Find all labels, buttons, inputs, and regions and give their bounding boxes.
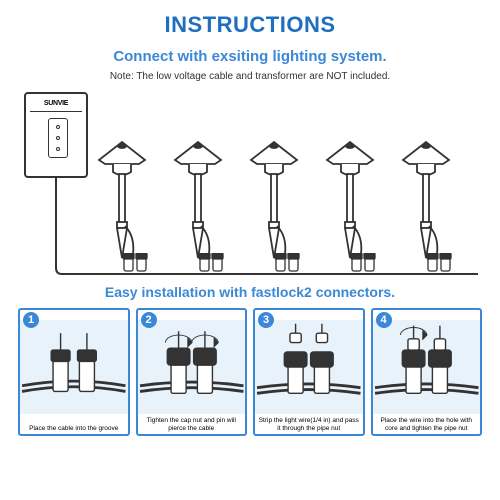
path-light-icon [95, 136, 149, 266]
step-4: 4 [371, 308, 483, 436]
step-1: 1 Place the cable into the groo [18, 308, 130, 436]
steps-row: 1 Place the cable into the groo [18, 308, 482, 436]
connector-icon [120, 253, 150, 275]
cable-connector [348, 253, 378, 280]
step-art [255, 320, 363, 414]
cable-connector [196, 253, 226, 280]
path-light [323, 136, 377, 266]
path-light-icon [323, 136, 377, 266]
page-title: INSTRUCTIONS [18, 12, 482, 38]
connector-icon [348, 253, 378, 275]
cable-connector [272, 253, 302, 280]
path-light-icon [171, 136, 225, 266]
step-caption: Strip the light wire(1/4 in) and pass it… [257, 417, 361, 432]
path-light-icon [247, 136, 301, 266]
step-art [138, 320, 246, 414]
step-number: 2 [141, 312, 157, 328]
cable-connector [424, 253, 454, 280]
connector-icon [424, 253, 454, 275]
wiring-diagram: SUNVIE [18, 90, 482, 280]
connector-icon [196, 253, 226, 275]
step-caption: Place the wire into the hole with core a… [375, 417, 479, 432]
step-number: 1 [23, 312, 39, 328]
step-caption: Place the cable into the groove [22, 425, 126, 432]
path-light-icon [399, 136, 453, 266]
note: Note: The low voltage cable and transfor… [18, 71, 482, 82]
connector-icon [272, 253, 302, 275]
path-light [95, 136, 149, 266]
step-title: Easy installation with fastlock2 connect… [18, 284, 482, 300]
step-art [373, 320, 481, 414]
path-light [399, 136, 453, 266]
subtitle: Connect with exsiting lighting system. [18, 48, 482, 65]
step-number: 3 [258, 312, 274, 328]
step-art [20, 320, 128, 414]
step-2: 2 [136, 308, 248, 436]
path-light [247, 136, 301, 266]
step-caption: Tighten the cap nut and pin will pierce … [140, 417, 244, 432]
step-3: 3 Strip the li [253, 308, 365, 436]
step-number: 4 [376, 312, 392, 328]
cable-connector [120, 253, 150, 280]
path-light [171, 136, 225, 266]
